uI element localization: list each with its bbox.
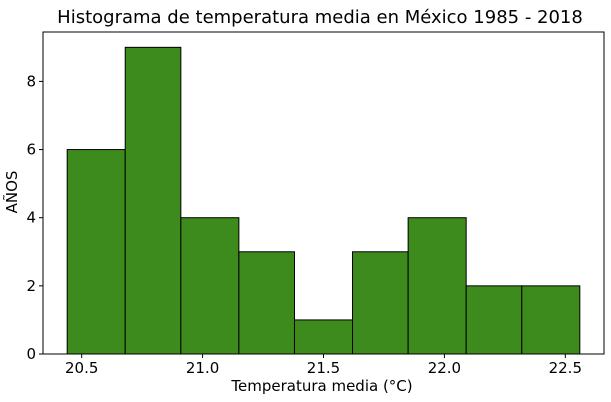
- plot-frame: [42, 31, 605, 355]
- histogram-bar-6: [407, 217, 467, 355]
- y-tick-label-0: 0: [26, 345, 36, 363]
- y-tick-label-1: 2: [26, 277, 36, 295]
- x-tick-label-2: 21.5: [307, 359, 340, 377]
- x-tick-label-3: 22.0: [428, 359, 461, 377]
- histogram-bar-5: [352, 251, 409, 355]
- x-axis-label: Temperatura media (°C): [230, 377, 412, 395]
- x-axis-ticks: 20.5 21.0 21.5 22.0 22.5: [65, 354, 582, 377]
- y-axis-ticks: 0 2 4 6 8: [26, 72, 43, 363]
- histogram-bar-2: [180, 217, 240, 355]
- y-tick-label-4: 8: [26, 72, 36, 90]
- histogram-bar-7: [465, 285, 523, 355]
- y-tick-label-2: 4: [26, 209, 36, 227]
- chart-title: Histograma de temperatura media en Méxic…: [57, 7, 583, 28]
- histogram-bar-0: [66, 149, 126, 355]
- histogram-bar-4: [293, 319, 354, 355]
- x-tick-label-1: 21.0: [186, 359, 219, 377]
- bars-group: [66, 46, 581, 355]
- y-axis-label: AÑOS: [2, 171, 21, 214]
- histogram-bar-3: [238, 251, 295, 355]
- histogram-bar-8: [521, 285, 581, 355]
- x-tick-label-0: 20.5: [65, 359, 98, 377]
- histogram-bar-1: [124, 46, 182, 355]
- y-tick-label-3: 6: [26, 141, 36, 159]
- x-tick-label-4: 22.5: [549, 359, 582, 377]
